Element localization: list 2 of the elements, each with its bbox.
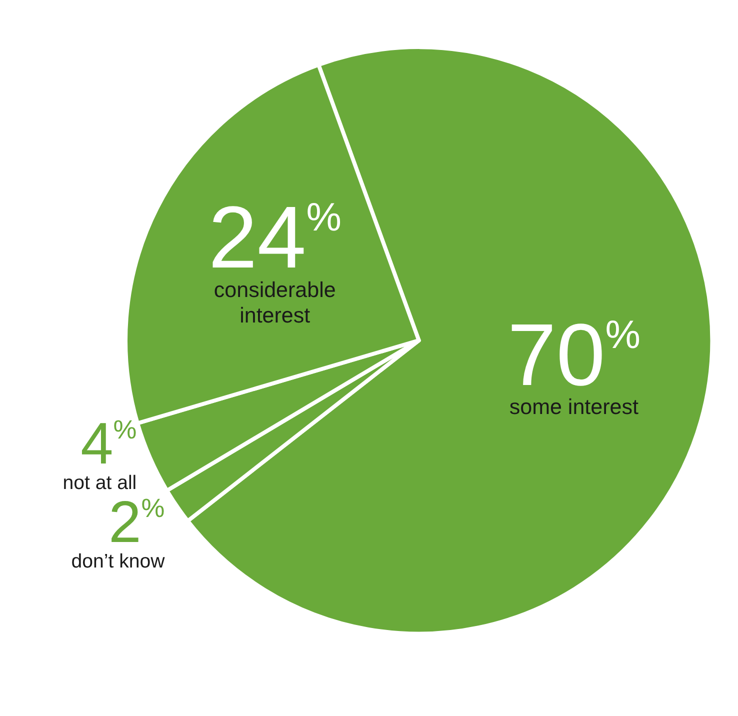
slice-label: not at all [62, 472, 137, 494]
slice-label: don’t know [71, 550, 166, 572]
